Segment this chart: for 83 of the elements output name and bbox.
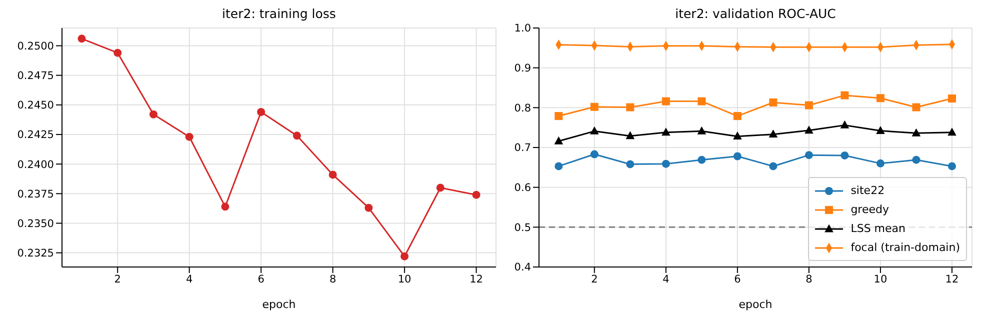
point (948, 94, 956, 103)
y-tick-label: 0.4 (514, 262, 532, 274)
point (876, 126, 885, 134)
point (554, 162, 563, 170)
x-tick-label: 8 (329, 273, 336, 286)
point (114, 48, 122, 57)
point (257, 108, 266, 116)
point (626, 160, 634, 168)
x-tick-label: 4 (662, 273, 670, 286)
point (436, 184, 444, 192)
point (698, 97, 706, 106)
y-tick-label: 0.2425 (17, 129, 54, 142)
point (472, 190, 480, 199)
point (840, 91, 849, 100)
x-tick-label: 8 (806, 273, 812, 286)
point (554, 112, 563, 120)
point (769, 162, 778, 170)
y-tick-label: 0.2400 (17, 158, 54, 171)
y-tick-label: 0.8 (514, 102, 531, 114)
point (364, 204, 373, 212)
x-tick-label: 12 (945, 273, 959, 286)
x-tick-label: 2 (591, 273, 598, 286)
y-tick-label: 0.2375 (17, 188, 54, 200)
x-tick-label: 12 (470, 273, 483, 286)
point (554, 136, 564, 144)
point (662, 160, 670, 168)
x-tick-label: 10 (398, 273, 412, 286)
point (804, 101, 813, 110)
point (662, 128, 670, 136)
point (626, 103, 634, 112)
x-axis-title: epoch (262, 298, 296, 311)
legend-label: site22 (850, 184, 885, 197)
y-tick-label: 0.2500 (17, 40, 54, 52)
legend-label: LSS mean (850, 222, 906, 235)
point (912, 128, 921, 136)
point (78, 34, 86, 43)
y-tick-label: 0.7 (514, 142, 531, 154)
x-tick-label: 6 (734, 273, 742, 286)
point (292, 132, 301, 140)
legend-label: greedy (850, 203, 889, 216)
point (590, 102, 598, 111)
point (590, 126, 599, 134)
x-axis-title: epoch (738, 298, 772, 311)
point (804, 151, 813, 160)
point (840, 120, 850, 128)
x-tick-label: 2 (114, 273, 121, 286)
point (948, 162, 956, 170)
point (769, 98, 778, 106)
point (768, 130, 778, 138)
point (948, 128, 956, 136)
point (662, 97, 670, 106)
y-tick-label: 0.2450 (17, 100, 54, 112)
x-tick-label: 10 (874, 273, 888, 286)
chart-title: iter2: validation ROC-AUC (674, 6, 837, 21)
point (912, 103, 920, 112)
point (840, 151, 849, 160)
point (876, 94, 884, 102)
chart-title: iter2: training loss (221, 6, 337, 21)
y-tick-label: 0.2475 (17, 70, 54, 82)
point (733, 112, 742, 120)
y-tick-label: 0.6 (514, 182, 532, 194)
point (626, 131, 635, 140)
point (733, 152, 742, 160)
point (733, 132, 742, 140)
y-tick-label: 0.9 (514, 62, 531, 75)
y-tick-label: 0.5 (514, 222, 531, 234)
point (912, 156, 920, 164)
point (590, 150, 598, 158)
y-tick-label: 1.0 (514, 22, 531, 35)
point (697, 126, 706, 134)
y-tick-label: 0.2350 (17, 218, 54, 230)
point (400, 252, 409, 260)
x-tick-label: 6 (258, 273, 265, 286)
point (185, 132, 194, 141)
point (698, 156, 706, 164)
x-tick-label: 4 (186, 273, 193, 286)
point (221, 202, 230, 211)
point (149, 110, 158, 118)
point (328, 170, 337, 179)
point (804, 126, 814, 134)
point (876, 159, 884, 168)
legend-label: focal (train-domain) (850, 241, 960, 254)
y-tick-label: 0.2325 (17, 248, 54, 260)
